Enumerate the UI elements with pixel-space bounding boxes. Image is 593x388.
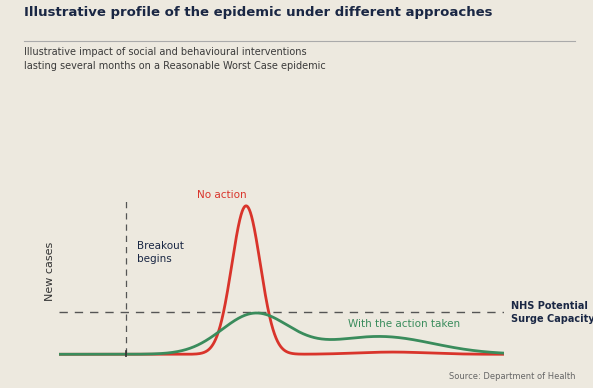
Text: Illustrative impact of social and behavioural interventions
lasting several mont: Illustrative impact of social and behavi… [24, 47, 326, 71]
Text: NHS Potential
Surge Capacity: NHS Potential Surge Capacity [511, 301, 593, 324]
Text: Source: Department of Health: Source: Department of Health [449, 372, 575, 381]
Y-axis label: New cases: New cases [45, 242, 55, 301]
Text: No action: No action [197, 190, 247, 200]
Text: Illustrative profile of the epidemic under different approaches: Illustrative profile of the epidemic und… [24, 6, 492, 19]
Text: With the action taken: With the action taken [349, 319, 461, 329]
Text: Breakout
begins: Breakout begins [137, 241, 184, 263]
